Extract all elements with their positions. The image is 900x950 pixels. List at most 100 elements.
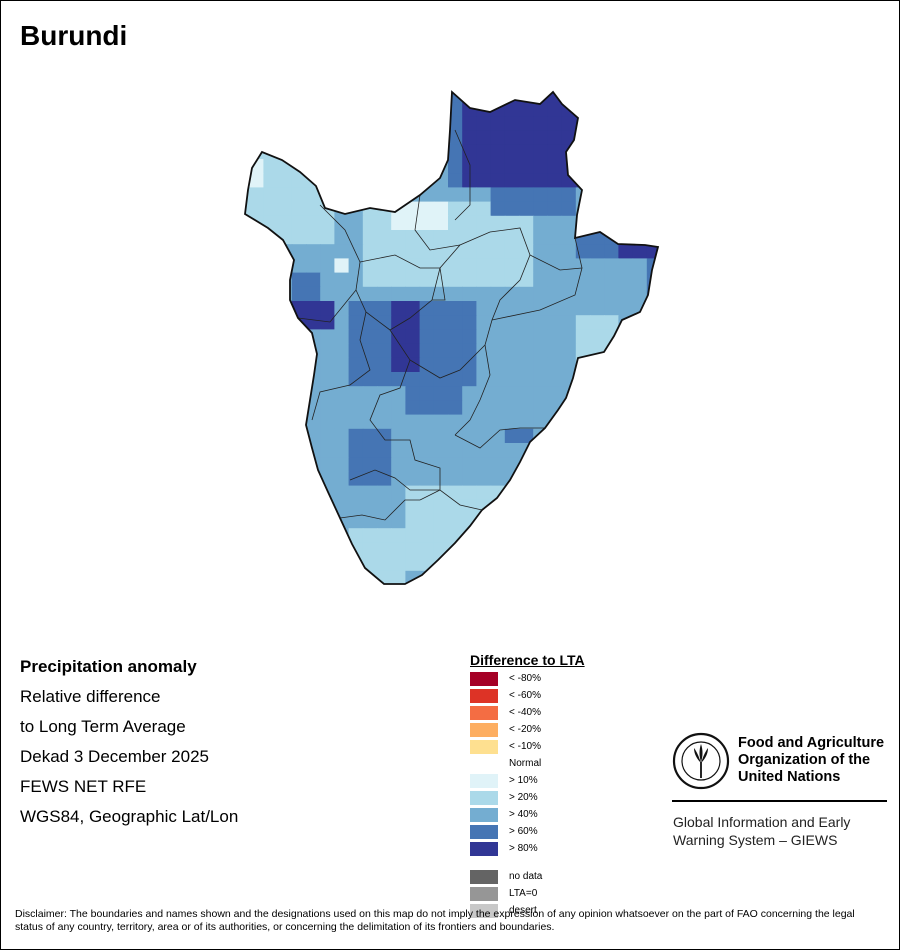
grid-cell	[561, 244, 577, 259]
grid-cell	[377, 215, 392, 231]
grid-cell	[433, 386, 449, 401]
legend-swatch	[470, 672, 498, 686]
grid-cell	[590, 585, 605, 600]
grid-cell	[604, 428, 619, 444]
grid-cell	[476, 258, 492, 274]
grid-cell	[245, 301, 250, 316]
grid-cell	[519, 585, 534, 600]
grid-cell	[590, 457, 605, 472]
grid-cell	[433, 556, 449, 572]
grid-cell	[575, 542, 591, 558]
grid-cell	[291, 272, 307, 288]
grid-cell	[504, 514, 520, 529]
grid-cell	[618, 258, 634, 274]
grid-cell	[462, 230, 477, 245]
grid-cell	[348, 329, 364, 345]
grid-cell	[618, 499, 634, 515]
grid-cell	[306, 301, 321, 316]
grid-cell	[249, 585, 264, 600]
grid-cell	[334, 116, 350, 132]
grid-cell	[632, 230, 648, 245]
grid-cell	[632, 92, 648, 103]
grid-cell	[533, 556, 548, 572]
grid-cell	[661, 131, 676, 146]
grid-cell	[263, 258, 279, 274]
grid-cell	[245, 92, 250, 103]
grid-cell	[433, 570, 449, 584]
grid-cell	[448, 542, 463, 558]
grid-cell	[306, 528, 321, 543]
grid-cell	[646, 159, 658, 174]
grid-cell	[519, 187, 534, 203]
grid-cell	[462, 116, 477, 132]
grid-cell	[334, 485, 350, 501]
grid-cell	[334, 244, 350, 259]
grid-cell	[476, 272, 492, 288]
grid-cell	[291, 329, 307, 345]
grid-cell	[618, 173, 634, 188]
grid-cell	[519, 400, 534, 416]
grid-cell	[348, 471, 364, 487]
grid-cell	[245, 386, 250, 401]
grid-cell	[419, 159, 435, 174]
grid-cell	[320, 457, 335, 472]
grid-cell	[320, 258, 335, 274]
grid-cell	[476, 556, 492, 572]
grid-cell	[249, 457, 264, 472]
grid-cell	[245, 144, 250, 160]
grid-cell	[391, 372, 406, 387]
grid-cell	[590, 428, 605, 444]
grid-cell	[377, 329, 392, 345]
grid-cell	[249, 528, 264, 543]
grid-cell	[433, 286, 449, 302]
grid-cell	[320, 244, 335, 259]
grid-cell	[561, 159, 577, 174]
grid-cell	[590, 159, 605, 174]
grid-cell	[245, 471, 250, 487]
info-line: FEWS NET RFE	[20, 777, 147, 796]
grid-cell	[377, 301, 392, 316]
grid-cell	[348, 301, 364, 316]
grid-cell	[504, 159, 520, 174]
grid-cell	[504, 215, 520, 231]
grid-cell	[348, 258, 364, 274]
grid-cell	[661, 542, 676, 557]
grid-cell	[362, 528, 378, 543]
grid-cell	[306, 215, 321, 231]
grid-cell	[646, 315, 658, 330]
grid-cell	[575, 570, 591, 584]
grid-cell	[334, 173, 350, 188]
grid-cell	[405, 528, 421, 543]
grid-cell	[561, 301, 577, 316]
grid-cell	[263, 329, 279, 345]
legend-swatch	[470, 825, 498, 839]
grid-cell	[632, 386, 648, 401]
grid-cell	[263, 272, 279, 288]
grid-cell	[419, 528, 435, 543]
grid-cell	[362, 286, 378, 302]
grid-cell	[604, 542, 619, 558]
grid-cell	[245, 556, 250, 572]
grid-cell	[320, 159, 335, 174]
grid-cell	[391, 528, 406, 543]
grid-cell	[661, 216, 676, 231]
grid-cell	[661, 528, 676, 543]
grid-cell	[245, 357, 250, 373]
grid-cell	[547, 329, 563, 345]
grid-cell	[632, 443, 648, 458]
grid-cell	[245, 272, 250, 288]
grid-cell	[320, 144, 335, 160]
grid-cell	[547, 556, 563, 572]
grid-cell	[249, 116, 264, 132]
grid-cell	[263, 428, 279, 444]
grid-cell	[419, 272, 435, 288]
grid-cell	[533, 173, 548, 188]
grid-cell	[362, 92, 378, 103]
legend-label: < -60%	[509, 690, 541, 701]
grid-cell	[433, 443, 449, 458]
grid-cell	[533, 301, 548, 316]
grid-cell	[245, 528, 250, 543]
grid-cell	[306, 92, 321, 103]
grid-cell	[405, 301, 421, 316]
grid-cell	[405, 471, 421, 487]
